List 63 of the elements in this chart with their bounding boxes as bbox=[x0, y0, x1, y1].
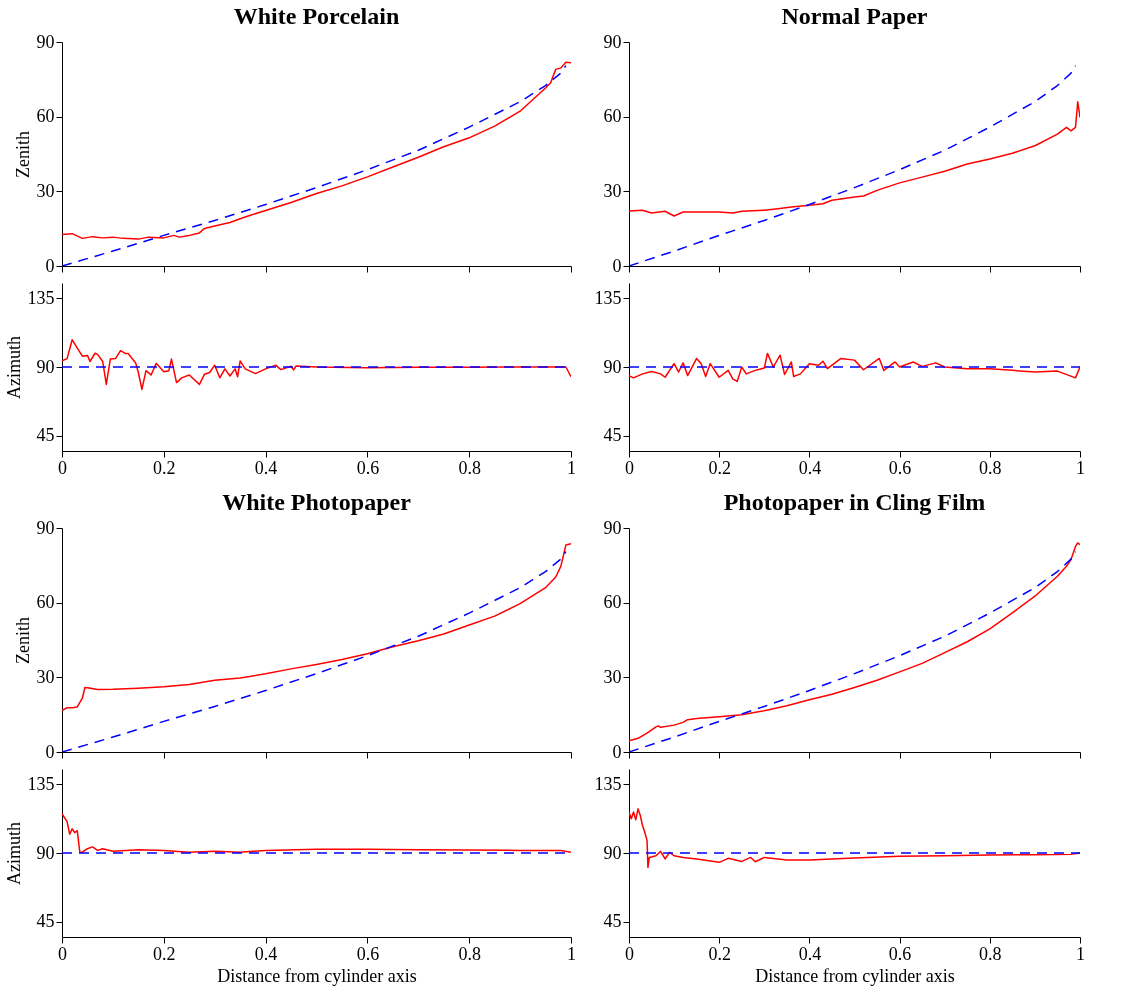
x-tick-label: 0.6 bbox=[356, 943, 380, 964]
line-series bbox=[62, 550, 567, 752]
y-tick-label: 90 bbox=[603, 356, 622, 377]
y-tick-label: 60 bbox=[36, 592, 55, 613]
x-tick-label: 0.4 bbox=[798, 943, 822, 964]
y-tick-label: 135 bbox=[27, 773, 55, 794]
x-tick-label: 0.2 bbox=[708, 457, 731, 478]
y-tick-label: 135 bbox=[27, 287, 55, 308]
y-tick-label: 90 bbox=[603, 31, 622, 52]
chart-title: Photopaper in Cling Film bbox=[723, 489, 986, 515]
y-tick-label: 135 bbox=[594, 773, 622, 794]
y-tick-label: 45 bbox=[603, 425, 622, 446]
x-tick-label: 0.4 bbox=[254, 457, 278, 478]
x-tick-label: 0.2 bbox=[153, 943, 176, 964]
y-tick-label: 135 bbox=[594, 287, 622, 308]
x-axis-title: Distance from cylinder axis bbox=[217, 965, 417, 986]
x-tick-label: 0.4 bbox=[798, 457, 822, 478]
x-tick-label: 0.8 bbox=[458, 457, 481, 478]
y-tick-label: 0 bbox=[45, 741, 55, 762]
y-tick-label: 30 bbox=[603, 666, 622, 687]
y-tick-label: 0 bbox=[612, 741, 622, 762]
x-tick-label: 1 bbox=[567, 457, 576, 478]
y-tick-label: 30 bbox=[603, 180, 622, 201]
y-axis-title: Zenith bbox=[12, 131, 33, 178]
y-tick-label: 90 bbox=[36, 517, 55, 538]
y-tick-label: 45 bbox=[36, 911, 55, 932]
x-tick-label: 1 bbox=[1076, 457, 1085, 478]
y-tick-label: 60 bbox=[603, 592, 622, 613]
x-tick-label: 0.8 bbox=[458, 943, 481, 964]
y-tick-label: 60 bbox=[603, 106, 622, 127]
y-tick-label: 45 bbox=[603, 911, 622, 932]
x-tick-label: 0.4 bbox=[254, 943, 278, 964]
y-axis-title: Azimuth bbox=[3, 822, 24, 885]
y-axis-title: Zenith bbox=[12, 617, 33, 664]
x-tick-label: 1 bbox=[567, 943, 576, 964]
y-tick-label: 90 bbox=[36, 356, 55, 377]
y-tick-label: 0 bbox=[45, 255, 55, 276]
y-tick-label: 90 bbox=[36, 31, 55, 52]
x-tick-label: 0.8 bbox=[979, 457, 1002, 478]
x-tick-label: 0.6 bbox=[356, 457, 380, 478]
y-tick-label: 90 bbox=[36, 842, 55, 863]
line-series bbox=[629, 352, 1080, 383]
y-tick-label: 30 bbox=[36, 666, 55, 687]
chart-title: Normal Paper bbox=[781, 3, 928, 29]
line-series bbox=[62, 542, 571, 712]
y-tick-label: 90 bbox=[603, 842, 622, 863]
chart-title: White Photopaper bbox=[222, 489, 412, 515]
y-tick-label: 30 bbox=[36, 180, 55, 201]
y-tick-label: 0 bbox=[612, 255, 622, 276]
x-tick-label: 0.8 bbox=[979, 943, 1002, 964]
x-axis-title: Distance from cylinder axis bbox=[755, 965, 955, 986]
x-tick-label: 0.6 bbox=[888, 457, 912, 478]
chart-title: White Porcelain bbox=[233, 3, 400, 29]
y-tick-label: 60 bbox=[36, 106, 55, 127]
line-series bbox=[62, 813, 571, 853]
x-tick-label: 1 bbox=[1076, 943, 1085, 964]
x-tick-label: 0.2 bbox=[153, 457, 176, 478]
x-tick-label: 0.2 bbox=[708, 943, 731, 964]
y-tick-label: 90 bbox=[603, 517, 622, 538]
y-tick-label: 45 bbox=[36, 425, 55, 446]
line-series bbox=[629, 100, 1080, 217]
x-tick-label: 0.6 bbox=[888, 943, 912, 964]
y-axis-title: Azimuth bbox=[3, 336, 24, 399]
